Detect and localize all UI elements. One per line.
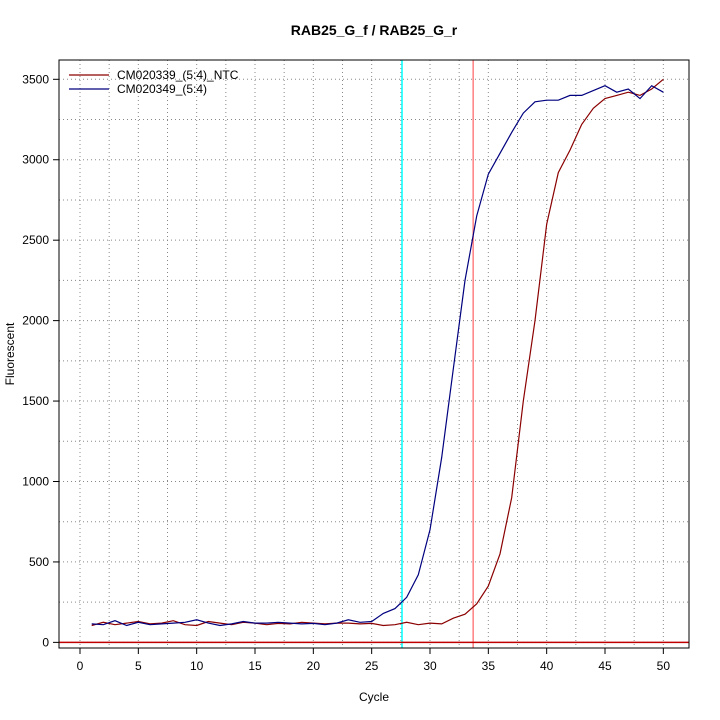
y-tick-label: 2500 bbox=[22, 233, 49, 247]
legend-label: CM020339_(5:4)_NTC bbox=[117, 68, 239, 82]
series-line-2 bbox=[91, 84, 664, 627]
y-tick-label: 2000 bbox=[22, 314, 49, 328]
y-tick-label: 3500 bbox=[22, 72, 49, 86]
x-tick-label: 5 bbox=[135, 659, 142, 673]
x-tick-label: 25 bbox=[365, 659, 379, 673]
series-line-1 bbox=[91, 78, 664, 627]
y-axis: 0 500 1000 1500 2000 2500 3000 3500 bbox=[22, 72, 59, 649]
x-tick-label: 20 bbox=[307, 659, 321, 673]
x-axis: 0 5 10 15 20 25 30 35 40 45 50 bbox=[77, 648, 671, 673]
y-axis-label: Fluorescent bbox=[3, 322, 17, 385]
y-tick-label: 500 bbox=[29, 555, 49, 569]
threshold-markers bbox=[59, 60, 689, 648]
y-tick-label: 1500 bbox=[22, 394, 49, 408]
x-tick-label: 35 bbox=[482, 659, 496, 673]
grid bbox=[59, 60, 689, 648]
chart-title: RAB25_G_f / RAB25_G_r bbox=[291, 22, 458, 38]
plot-frame bbox=[58, 59, 690, 649]
x-axis-label: Cycle bbox=[359, 690, 389, 704]
x-tick-label: 45 bbox=[598, 659, 612, 673]
legend-label: CM020349_(5:4) bbox=[117, 82, 207, 96]
y-tick-label: 3000 bbox=[22, 153, 49, 167]
y-tick-label: 0 bbox=[42, 635, 49, 649]
y-tick-label: 1000 bbox=[22, 474, 49, 488]
x-tick-label: 40 bbox=[540, 659, 554, 673]
x-tick-label: 10 bbox=[190, 659, 204, 673]
x-tick-label: 0 bbox=[77, 659, 84, 673]
x-tick-label: 50 bbox=[657, 659, 671, 673]
x-tick-label: 15 bbox=[248, 659, 262, 673]
series-lines bbox=[91, 78, 664, 627]
x-tick-label: 30 bbox=[423, 659, 437, 673]
